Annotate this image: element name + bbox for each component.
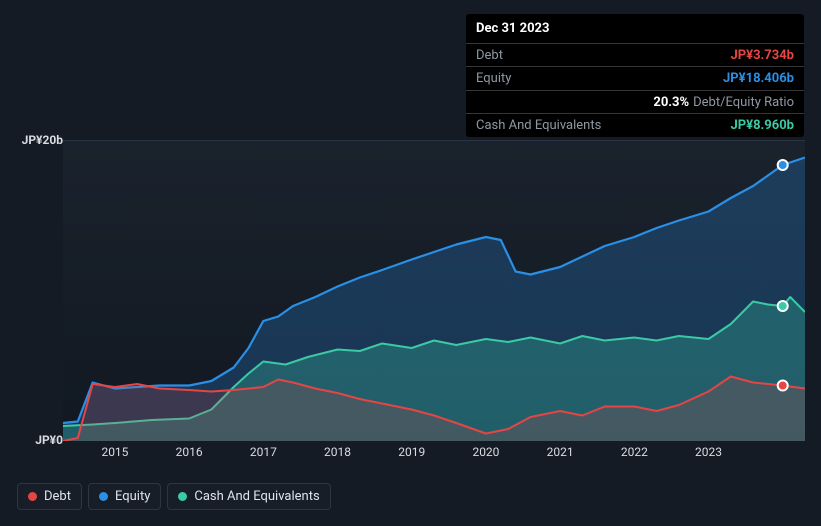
x-tick-label: 2021 (547, 445, 574, 459)
x-tick-label: 2015 (101, 445, 128, 459)
chart-svg (63, 141, 805, 441)
legend-label: Debt (44, 489, 71, 504)
legend-dot-icon (178, 492, 187, 501)
legend: Debt Equity Cash And Equivalents (17, 483, 331, 510)
legend-dot-icon (99, 492, 108, 501)
y-tick-label: JP¥0 (35, 433, 63, 447)
legend-label: Equity (115, 489, 150, 504)
tooltip-value: JP¥3.734b (730, 48, 794, 63)
chart: JP¥0 JP¥20b 2015 2016 2017 2018 2019 2020 2021 2… (17, 120, 805, 460)
marker-debt (778, 381, 788, 391)
x-tick-label: 2016 (176, 445, 203, 459)
legend-label: Cash And Equivalents (194, 489, 319, 504)
legend-item-equity[interactable]: Equity (88, 483, 161, 510)
legend-item-cash-and-equivalents[interactable]: Cash And Equivalents (167, 483, 330, 510)
x-tick-label: 2019 (398, 445, 425, 459)
x-axis-labels: 2015 2016 2017 2018 2019 2020 2021 2022 2023 (63, 445, 805, 465)
tooltip-value: 20.3% (653, 95, 689, 110)
tooltip-date: Dec 31 2023 (466, 14, 804, 43)
x-tick-label: 2020 (472, 445, 499, 459)
tooltip-row: 20.3% Debt/Equity Ratio (466, 90, 804, 114)
tooltip-row: Equity JP¥18.406b (466, 66, 804, 90)
y-tick-label: JP¥20b (22, 133, 63, 147)
tooltip-value: JP¥18.406b (723, 71, 794, 86)
marker-cash (778, 301, 788, 311)
legend-dot-icon (28, 492, 37, 501)
marker-equity (778, 160, 788, 170)
legend-item-debt[interactable]: Debt (17, 483, 82, 510)
y-axis-labels: JP¥0 JP¥20b (17, 120, 63, 460)
tooltip-label: Equity (476, 71, 511, 87)
x-tick-label: 2018 (324, 445, 351, 459)
plot-area (63, 140, 805, 440)
tooltip-extra: Debt/Equity Ratio (693, 95, 794, 110)
tooltip-label: Debt (476, 48, 503, 64)
x-tick-label: 2017 (250, 445, 277, 459)
chart-tooltip: Dec 31 2023 Debt JP¥3.734b Equity JP¥18.406b… (466, 14, 804, 137)
x-tick-label: 2022 (621, 445, 648, 459)
tooltip-row: Debt JP¥3.734b (466, 43, 804, 67)
x-tick-label: 2023 (695, 445, 722, 459)
